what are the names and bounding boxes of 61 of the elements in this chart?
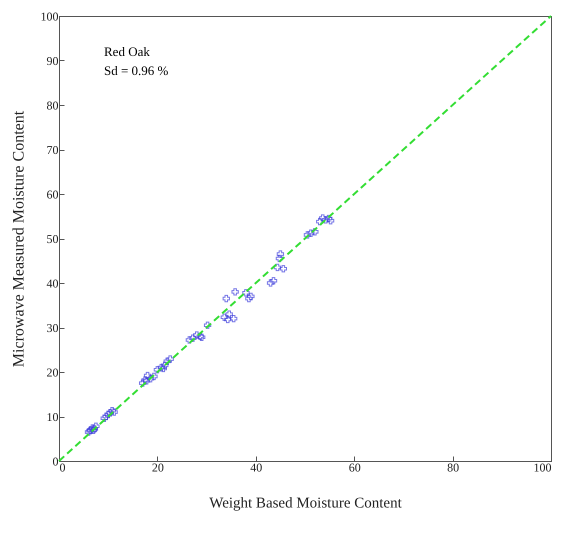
point bbox=[186, 336, 194, 344]
point bbox=[324, 214, 332, 222]
point bbox=[326, 217, 334, 224]
point bbox=[307, 230, 315, 237]
point bbox=[204, 322, 212, 329]
point bbox=[193, 331, 200, 339]
point bbox=[220, 314, 228, 321]
point bbox=[230, 314, 238, 322]
point bbox=[319, 214, 326, 222]
y-tick-label: 100 bbox=[40, 10, 58, 24]
point bbox=[311, 228, 318, 236]
point bbox=[322, 216, 330, 224]
point bbox=[270, 277, 278, 284]
point bbox=[245, 294, 253, 302]
point bbox=[231, 288, 239, 296]
point bbox=[150, 372, 158, 380]
y-tick-label: 40 bbox=[46, 276, 58, 290]
point bbox=[161, 362, 168, 369]
point bbox=[242, 289, 250, 296]
y-tick-label: 70 bbox=[46, 143, 58, 157]
x-tick-label: 20 bbox=[152, 460, 164, 474]
x-tick-label: 100 bbox=[534, 460, 552, 474]
point bbox=[224, 316, 232, 324]
y-tick-label: 60 bbox=[46, 188, 58, 202]
point bbox=[266, 279, 274, 287]
point bbox=[164, 358, 171, 365]
y-tick-label: 10 bbox=[46, 410, 58, 424]
x-tick-label: 60 bbox=[348, 460, 361, 474]
y-axis-title: Microwave Measured Moisture Content bbox=[10, 110, 28, 368]
point bbox=[189, 334, 196, 342]
y-tick-label: 30 bbox=[46, 321, 58, 335]
point bbox=[144, 372, 152, 380]
x-tick-label: 40 bbox=[250, 460, 262, 474]
annotation: Red Oak Sd = 0.96 % bbox=[104, 44, 169, 78]
point bbox=[146, 375, 154, 382]
y-tick-label: 50 bbox=[46, 232, 58, 246]
point bbox=[160, 364, 167, 372]
point bbox=[304, 231, 312, 239]
point bbox=[316, 218, 324, 226]
point bbox=[104, 410, 112, 418]
y-tick-label: 90 bbox=[46, 54, 58, 68]
point bbox=[276, 250, 284, 258]
point bbox=[247, 292, 255, 300]
point bbox=[106, 409, 114, 417]
point bbox=[102, 412, 110, 420]
point bbox=[166, 355, 174, 363]
point bbox=[274, 264, 282, 272]
x-tick-label: 80 bbox=[447, 460, 460, 474]
point bbox=[222, 294, 230, 302]
point bbox=[108, 407, 116, 414]
point bbox=[138, 379, 146, 387]
x-axis-title: Weight Based Moisture Content bbox=[209, 496, 403, 512]
point bbox=[100, 414, 108, 422]
point bbox=[110, 408, 118, 416]
point bbox=[280, 265, 288, 272]
point bbox=[158, 364, 165, 372]
point bbox=[154, 366, 162, 374]
y-tick-label: 80 bbox=[46, 98, 58, 112]
point bbox=[226, 310, 233, 318]
point bbox=[92, 422, 100, 430]
y-tick-label: 20 bbox=[46, 366, 58, 380]
